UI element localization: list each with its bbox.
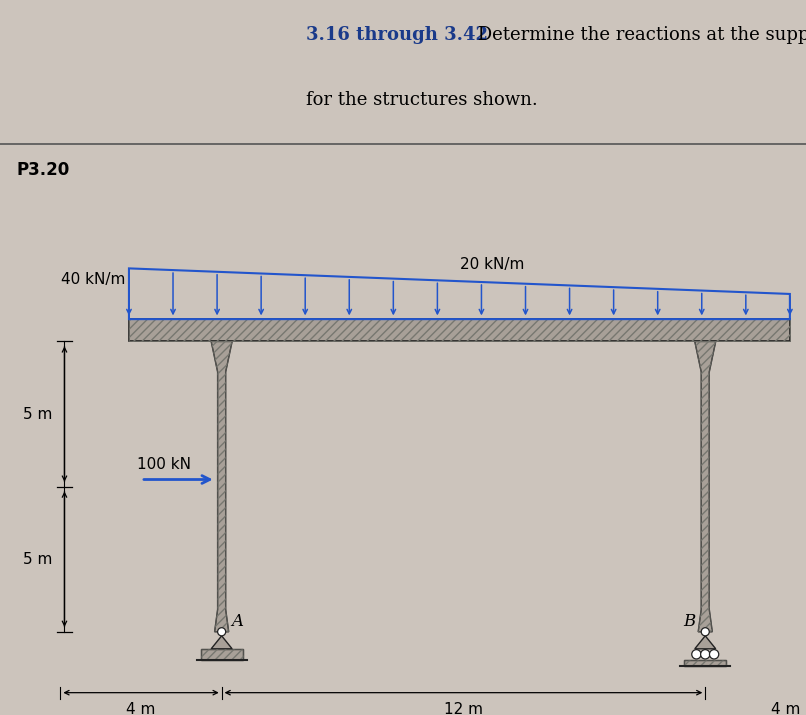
Circle shape bbox=[692, 650, 701, 659]
Text: 12 m: 12 m bbox=[444, 701, 483, 715]
Polygon shape bbox=[695, 342, 716, 632]
Text: Determine the reactions at the supports: Determine the reactions at the supports bbox=[472, 26, 806, 44]
Polygon shape bbox=[695, 636, 716, 649]
Bar bbox=[684, 660, 726, 666]
Text: 5 m: 5 m bbox=[23, 552, 52, 567]
Circle shape bbox=[709, 650, 719, 659]
Text: for the structures shown.: for the structures shown. bbox=[306, 91, 538, 109]
Text: 3.16 through 3.42: 3.16 through 3.42 bbox=[306, 26, 488, 44]
Text: A: A bbox=[232, 613, 243, 630]
Polygon shape bbox=[129, 319, 790, 342]
Text: 4 m: 4 m bbox=[127, 701, 156, 715]
Bar bbox=[684, 660, 726, 666]
Bar bbox=[201, 649, 243, 660]
Bar bbox=[201, 649, 243, 660]
Circle shape bbox=[700, 650, 710, 659]
Polygon shape bbox=[211, 636, 232, 649]
Polygon shape bbox=[211, 342, 232, 632]
Text: 5 m: 5 m bbox=[23, 407, 52, 422]
Text: 40 kN/m: 40 kN/m bbox=[60, 272, 125, 287]
Circle shape bbox=[701, 628, 709, 636]
Text: B: B bbox=[683, 613, 696, 630]
Text: P3.20: P3.20 bbox=[16, 161, 69, 179]
Text: 20 kN/m: 20 kN/m bbox=[460, 257, 525, 272]
Text: 4 m: 4 m bbox=[771, 701, 800, 715]
Text: 100 kN: 100 kN bbox=[137, 457, 191, 472]
Circle shape bbox=[218, 628, 226, 636]
